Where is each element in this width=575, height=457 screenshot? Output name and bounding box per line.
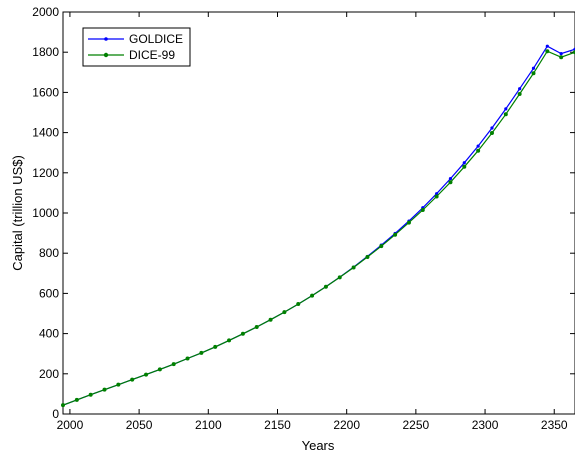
y-axis-title: Capital (trillion US$) [10,155,25,271]
y-tick-label: 600 [39,286,59,300]
series-layer [61,44,575,408]
x-axis-title: Years [302,438,335,453]
data-point [310,293,315,298]
legend-label-goldice: GOLDICE [129,32,183,46]
x-tick-label: 2200 [333,418,360,432]
x-tick-label: 2000 [57,418,84,432]
data-point [448,177,453,181]
series-line [62,50,575,406]
data-point [171,362,176,367]
series-dice99 [61,49,575,408]
data-point [531,71,536,76]
data-point [545,44,549,48]
data-point [144,372,149,377]
legend-marker-goldice [104,37,108,41]
data-point [282,310,287,315]
data-point [476,144,480,148]
data-point [74,397,79,402]
x-tick-label: 2100 [195,418,222,432]
data-point [365,255,370,260]
data-point [213,344,218,349]
x-tick-label: 2300 [472,418,499,432]
data-point [185,356,190,361]
data-point [102,387,107,392]
data-point [531,66,536,70]
x-tick-label: 2150 [264,418,291,432]
data-point [435,192,439,196]
data-point [88,392,93,397]
y-tick-label: 1200 [32,166,59,180]
data-point [296,302,301,307]
data-point [559,52,563,56]
series-line [62,45,575,406]
data-point [462,161,466,165]
data-point [61,403,65,408]
data-point [545,49,550,54]
data-point [518,87,522,91]
y-tick-label: 1000 [32,206,59,220]
data-point [227,338,232,343]
x-tick-label: 2350 [541,418,568,432]
x-tick-label: 2050 [126,418,153,432]
data-point [240,331,245,336]
y-tick-label: 1600 [32,85,59,99]
data-point [379,244,384,249]
data-point [517,92,522,97]
data-point [420,207,425,212]
data-point [504,107,508,111]
x-axis: 2000 2050 2100 2150 2200 2250 2300 2350 [57,12,568,432]
y-axis: 0 200 400 600 800 1000 1200 1400 1600 1800 2000 [32,5,575,421]
legend: GOLDICE DICE-99 [82,27,191,67]
legend-marker-dice99 [103,52,109,58]
data-point [323,284,328,289]
data-point [268,317,273,322]
data-point [489,131,494,136]
plot-frame [62,11,575,415]
data-point [406,220,411,225]
y-tick-label: 1400 [32,126,59,140]
data-point [130,377,135,382]
data-point [337,275,342,280]
y-tick-label: 200 [39,367,59,381]
data-point [448,180,453,185]
data-point [199,350,204,355]
y-tick-label: 0 [52,407,59,421]
legend-box [82,27,191,67]
y-tick-label: 400 [39,327,59,341]
data-point [254,324,259,329]
data-point [559,55,564,60]
data-point [393,232,398,237]
legend-label-dice99: DICE-99 [129,48,175,62]
data-point [503,112,508,117]
data-point [476,148,481,153]
x-tick-label: 2250 [403,418,430,432]
data-point [462,164,467,169]
series-goldice [61,44,575,407]
y-tick-label: 1800 [32,45,59,59]
data-point [490,126,494,130]
y-tick-label: 800 [39,246,59,260]
data-point [351,265,356,270]
data-point [157,367,162,372]
data-point [434,194,439,199]
data-point [116,382,121,387]
y-tick-label: 2000 [32,5,59,19]
